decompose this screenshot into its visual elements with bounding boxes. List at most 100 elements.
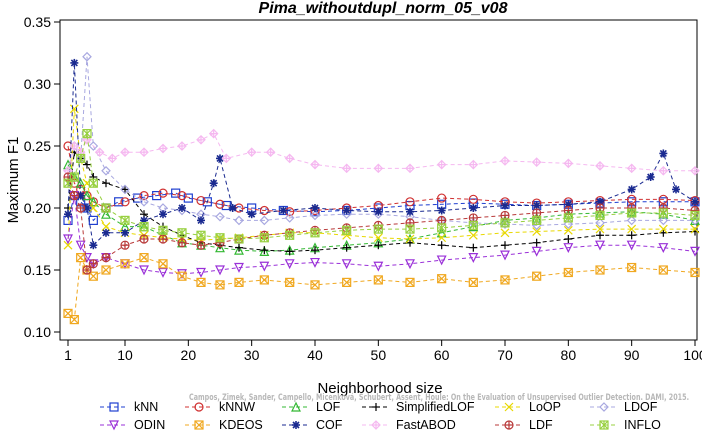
data-point xyxy=(658,215,669,226)
data-point xyxy=(196,277,206,287)
y-tick-label: 0.10 xyxy=(24,324,51,340)
data-point xyxy=(89,241,98,250)
x-tick-label: 80 xyxy=(561,347,577,363)
data-point xyxy=(405,259,415,270)
data-point xyxy=(311,204,319,212)
data-point xyxy=(532,215,542,225)
data-point xyxy=(501,241,509,250)
data-point xyxy=(469,243,478,252)
data-point xyxy=(75,240,86,251)
data-point xyxy=(177,141,187,151)
data-point xyxy=(285,277,295,287)
data-point xyxy=(139,196,149,207)
data-point xyxy=(690,210,700,221)
data-point xyxy=(658,243,669,254)
data-point xyxy=(532,271,542,281)
data-point xyxy=(107,153,118,164)
series-layer xyxy=(63,51,700,325)
data-point xyxy=(76,203,86,213)
legend-marker xyxy=(109,402,119,412)
data-point xyxy=(564,200,573,209)
x-tick-label: 10 xyxy=(117,347,133,363)
data-point xyxy=(208,128,219,139)
chart-title: Pima_withoutdupl_norm_05_v08 xyxy=(259,0,508,17)
legend-marker xyxy=(371,420,381,430)
data-point xyxy=(221,153,232,164)
data-point xyxy=(563,243,574,254)
data-point xyxy=(76,153,86,163)
data-point xyxy=(500,275,510,285)
data-point xyxy=(120,259,130,269)
data-point xyxy=(658,224,668,234)
data-point xyxy=(627,262,637,273)
data-point xyxy=(265,147,276,158)
x-tick-label: 20 xyxy=(181,347,197,363)
data-point xyxy=(196,267,206,278)
data-point xyxy=(120,147,130,158)
data-point xyxy=(373,233,383,243)
data-point xyxy=(177,205,187,216)
x-tick-label: 1 xyxy=(64,347,72,363)
data-point xyxy=(532,208,542,218)
data-point xyxy=(627,194,637,204)
data-point xyxy=(102,228,110,237)
data-point xyxy=(285,230,295,240)
data-point xyxy=(88,203,98,213)
data-point xyxy=(139,265,149,276)
legend-label: SimplifiedLOF xyxy=(396,400,475,414)
data-point xyxy=(437,241,446,250)
legend-item: LDF xyxy=(495,418,553,432)
data-point xyxy=(279,206,288,215)
data-point xyxy=(82,265,92,275)
data-point xyxy=(436,227,447,238)
data-point xyxy=(158,188,168,198)
x-tick-label: 40 xyxy=(307,347,323,363)
data-point xyxy=(234,215,244,226)
data-point xyxy=(178,204,186,212)
data-point xyxy=(436,255,447,266)
data-point xyxy=(158,143,168,154)
data-point xyxy=(139,234,149,244)
data-point xyxy=(88,141,99,151)
data-point xyxy=(310,228,320,238)
data-point xyxy=(234,277,244,287)
data-point xyxy=(152,191,162,201)
data-point xyxy=(284,213,295,223)
legend-item: LDOF xyxy=(590,400,658,414)
data-point xyxy=(468,230,478,240)
series-line xyxy=(67,56,695,226)
data-point xyxy=(88,259,98,269)
data-point xyxy=(563,205,573,216)
data-point xyxy=(228,204,237,212)
data-point xyxy=(215,280,225,290)
data-point xyxy=(121,185,129,194)
data-point xyxy=(259,233,269,243)
data-point xyxy=(83,160,91,169)
series-line xyxy=(67,192,695,222)
series-line xyxy=(67,195,696,275)
data-point xyxy=(342,225,352,235)
data-point xyxy=(406,238,414,247)
data-point xyxy=(627,185,636,194)
data-point xyxy=(595,210,605,221)
data-point xyxy=(234,244,244,255)
data-point xyxy=(531,246,542,257)
data-point xyxy=(501,201,509,210)
data-point xyxy=(405,234,415,244)
data-point xyxy=(101,253,111,263)
data-point xyxy=(690,246,700,257)
data-point xyxy=(468,277,478,287)
data-point xyxy=(595,160,605,171)
data-point xyxy=(88,178,98,188)
data-point xyxy=(158,267,168,278)
data-point xyxy=(563,267,573,278)
data-point xyxy=(595,240,605,251)
data-point xyxy=(260,246,269,255)
legend-marker xyxy=(599,402,609,412)
data-point xyxy=(468,253,479,263)
data-point xyxy=(532,201,541,210)
legend-label: LDF xyxy=(529,418,553,432)
data-point xyxy=(183,193,193,203)
x-axis-title: Neighborhood size xyxy=(317,380,442,397)
